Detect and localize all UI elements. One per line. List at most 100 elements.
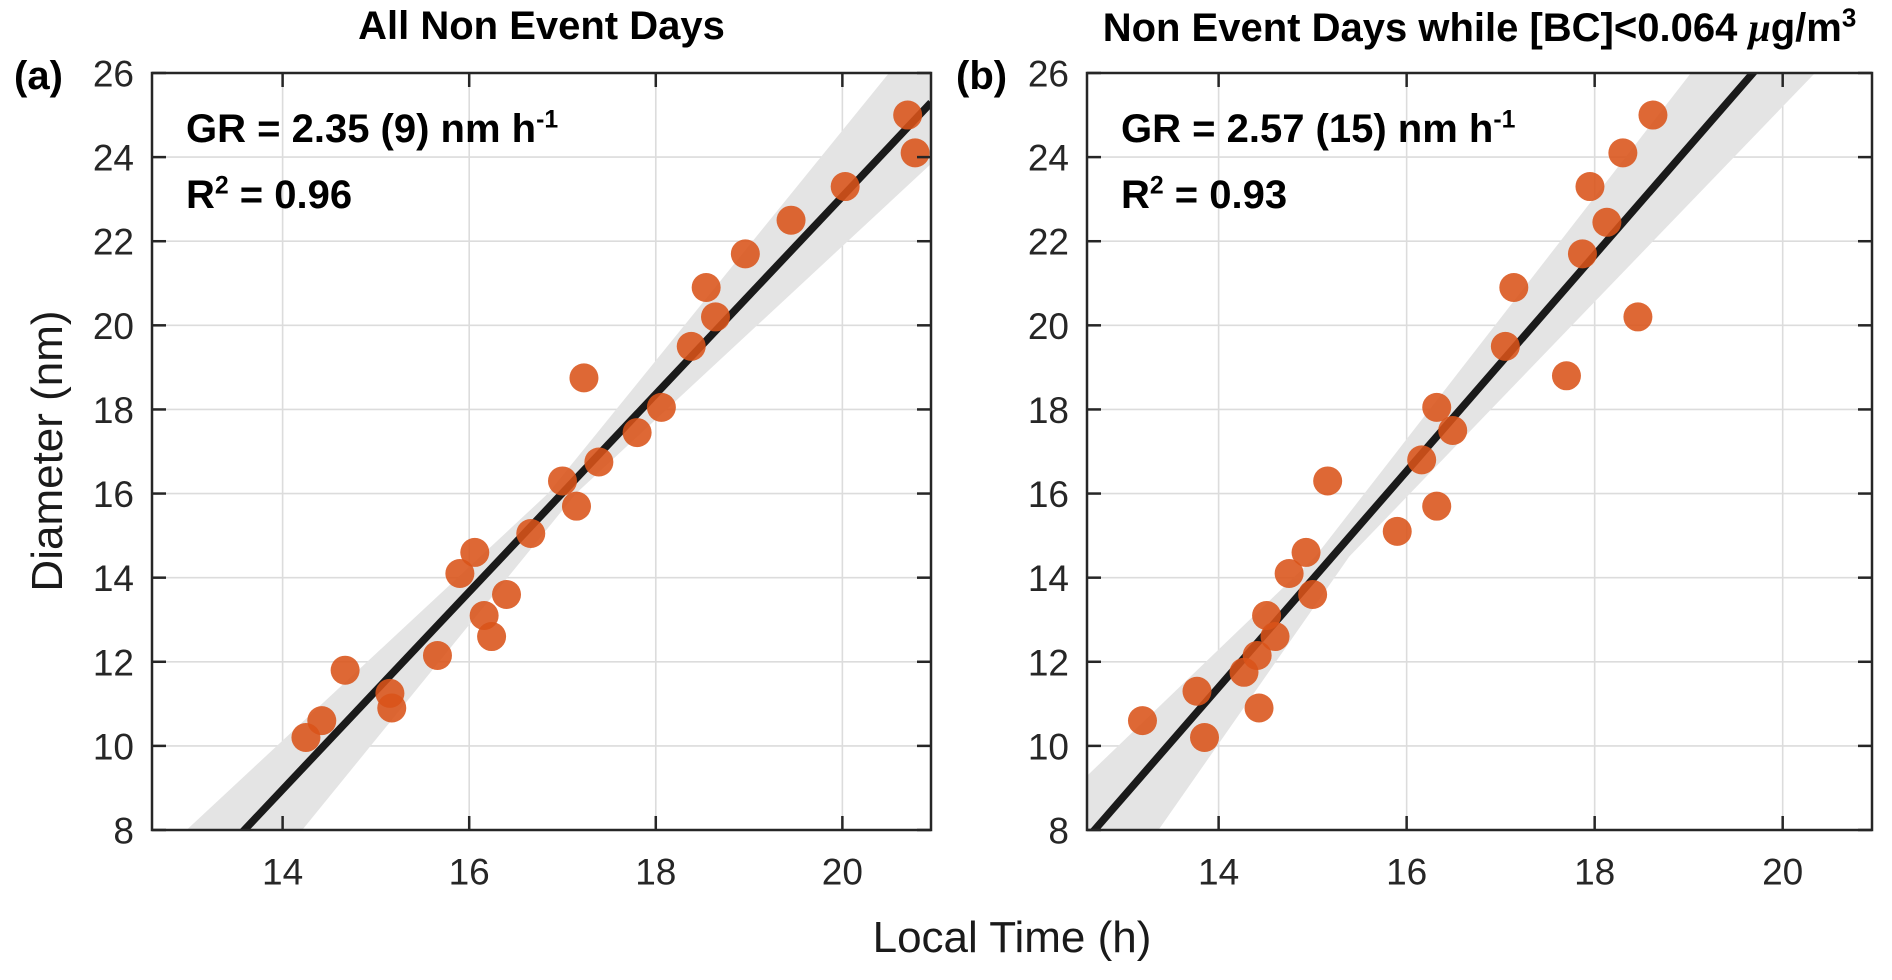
panel-a-title-text: All Non Event Days — [358, 4, 725, 48]
y-tick-label: 8 — [1048, 811, 1069, 852]
growth-rate-text-a: GR = 2.35 (9) nm h-1 — [186, 106, 559, 151]
y-tick-label: 18 — [93, 390, 134, 431]
growth-rate-text-b: GR = 2.57 (15) nm h-1 — [1121, 106, 1516, 151]
x-tick-label: 20 — [1762, 852, 1803, 893]
scatter-point — [1182, 676, 1212, 706]
scatter-point — [445, 558, 475, 588]
y-tick-label: 14 — [93, 558, 134, 599]
panel-b-title-unit: g/m — [1770, 6, 1842, 50]
scatter-point — [477, 622, 507, 652]
scatter-point — [1244, 693, 1274, 723]
x-axis-label: Local Time (h) — [872, 913, 1152, 962]
panel-b-title-exponent: 3 — [1841, 2, 1857, 33]
y-tick-label: 24 — [1028, 138, 1069, 179]
scatter-point — [1623, 302, 1653, 332]
scatter-point — [307, 706, 337, 736]
y-tick-label: 26 — [1028, 54, 1069, 95]
y-tick-label: 10 — [93, 726, 134, 767]
panel-label-a: (a) — [14, 54, 63, 98]
panel-a-plot: 14 16 18 20 8 10 12 14 16 18 20 22 24 26 — [93, 54, 933, 893]
x-tick-label: 18 — [1574, 852, 1615, 893]
y-tick-label: 22 — [1028, 222, 1069, 263]
scatter-point — [1567, 239, 1597, 269]
scatter-point — [330, 655, 360, 685]
scatter-point — [1407, 445, 1437, 475]
mu-symbol: μ — [1748, 5, 1771, 50]
scatter-point — [900, 138, 930, 168]
scatter-point — [646, 392, 676, 422]
scatter-point — [1127, 706, 1157, 736]
y-tick-label: 16 — [93, 474, 134, 515]
scatter-point — [622, 418, 652, 448]
fit-line — [1089, 73, 1758, 830]
scatter-point — [776, 205, 806, 235]
x-tick-label: 20 — [822, 852, 863, 893]
scatter-point — [691, 272, 721, 302]
scatter-point — [730, 239, 760, 269]
scatter-point — [1242, 640, 1272, 670]
x-tick-label: 18 — [635, 852, 676, 893]
scatter-point — [1382, 516, 1412, 546]
scatter-point — [1260, 622, 1290, 652]
y-axis-label: Diameter (nm) — [23, 310, 72, 592]
panel-b-stats-annotation: GR = 2.57 (15) nm h-1 R2 = 0.93 — [1121, 96, 1515, 228]
scatter-point — [561, 491, 591, 521]
scatter-point — [1499, 272, 1529, 302]
panel-label-b: (b) — [956, 54, 1008, 98]
scatter-point — [676, 331, 706, 361]
panel-b-title: Non Event Days while [BC]<0.064 μg/m3 — [1087, 4, 1872, 51]
scatter-point — [1190, 722, 1220, 752]
scatter-point — [460, 537, 490, 567]
panel-b-plot: 14 16 18 20 8 10 12 14 16 18 20 22 24 26 — [1028, 54, 1874, 893]
panel-a-stats-annotation: GR = 2.35 (9) nm h-1 R2 = 0.96 — [186, 96, 558, 228]
r-squared-text-a: R2 = 0.96 — [186, 172, 353, 217]
axis-frame — [150, 71, 933, 832]
scatter-point — [893, 100, 923, 130]
y-tick-label: 18 — [1028, 390, 1069, 431]
scatter-point — [584, 447, 614, 477]
scatter-point — [1313, 466, 1343, 496]
scatter-point — [1592, 207, 1622, 237]
scatter-point — [700, 302, 730, 332]
fit-line — [239, 100, 931, 830]
y-tick-label: 14 — [1028, 558, 1069, 599]
scatter-point — [492, 579, 522, 609]
y-tick-label: 12 — [1028, 642, 1069, 683]
scatter-point — [516, 519, 546, 549]
y-tick-label: 8 — [113, 811, 134, 852]
scatter-point — [1422, 491, 1452, 521]
scatter-point — [1551, 361, 1581, 391]
scatter-point — [1608, 138, 1638, 168]
x-tick-label: 14 — [1198, 852, 1239, 893]
scatter-point — [1638, 100, 1668, 130]
scatter-point — [830, 172, 860, 202]
panel-a-title: All Non Event Days — [152, 4, 931, 49]
scatter-point — [1490, 331, 1520, 361]
scatter-point — [569, 363, 599, 393]
y-tick-label: 20 — [93, 306, 134, 347]
y-tick-label: 26 — [93, 54, 134, 95]
panel-b-title-text: Non Event Days while [BC]<0.064 — [1102, 6, 1749, 50]
scatter-point — [1291, 537, 1321, 567]
y-tick-label: 20 — [1028, 306, 1069, 347]
scatter-point — [1575, 172, 1605, 202]
y-tick-label: 24 — [93, 138, 134, 179]
scatter-point — [1422, 392, 1452, 422]
y-tick-label: 12 — [93, 642, 134, 683]
scatter-point — [1298, 579, 1328, 609]
scatter-point — [377, 693, 407, 723]
y-tick-label: 22 — [93, 222, 134, 263]
x-tick-label: 14 — [262, 852, 303, 893]
x-tick-label: 16 — [449, 852, 490, 893]
r-squared-text-b: R2 = 0.93 — [1121, 172, 1288, 217]
x-tick-label: 16 — [1386, 852, 1427, 893]
scatter-point — [547, 466, 577, 496]
scatter-point — [422, 640, 452, 670]
axis-frame — [1085, 71, 1874, 832]
y-tick-label: 10 — [1028, 726, 1069, 767]
y-tick-label: 16 — [1028, 474, 1069, 515]
scatter-point — [1438, 415, 1468, 445]
scatter-point — [1274, 558, 1304, 588]
